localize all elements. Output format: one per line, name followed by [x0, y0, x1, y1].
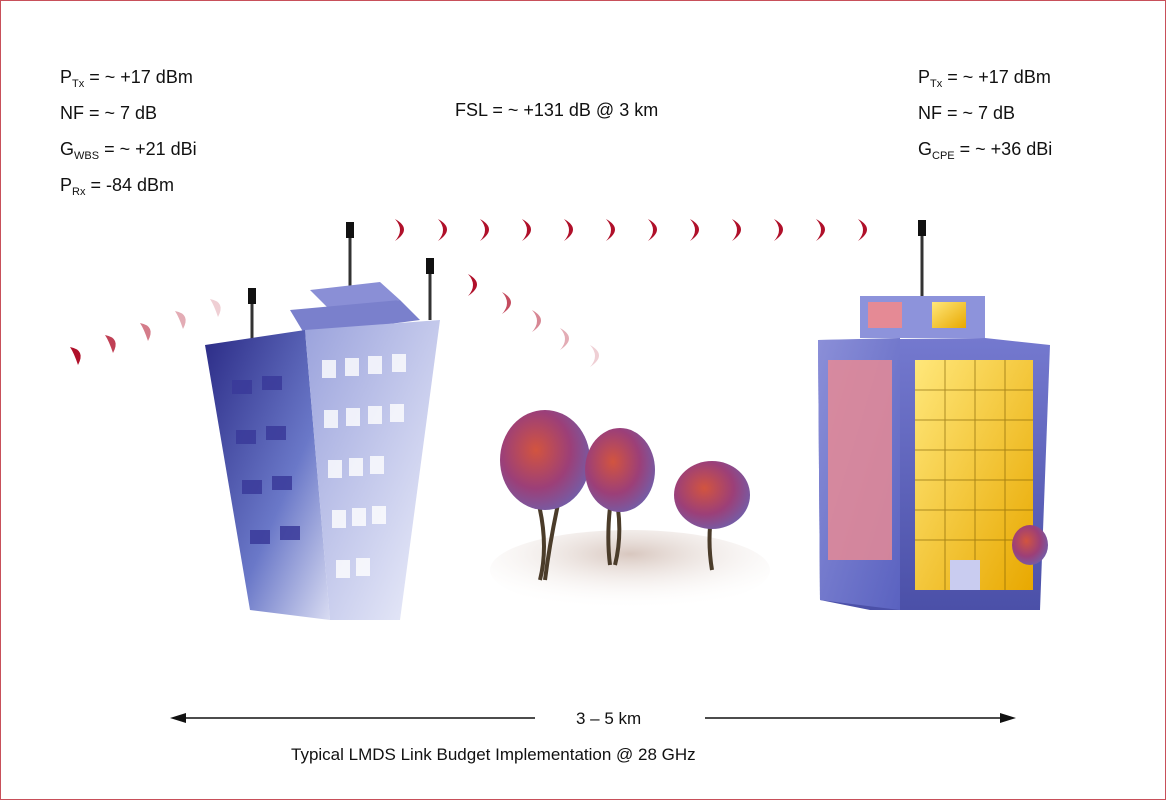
- left-nf: NF = ~ 7 dB: [60, 103, 158, 123]
- distance-arrow: [170, 713, 1016, 723]
- cpe-parameters: PTx = ~ +17 dBm NF = ~ 7 dB GCPE = ~ +36…: [918, 66, 1052, 174]
- left-gain: GWBS = ~ +21 dBi: [60, 139, 197, 162]
- left-ptx: PTx = ~ +17 dBm: [60, 67, 193, 90]
- customer-premises-building: [818, 220, 1050, 610]
- figure-caption: Typical LMDS Link Budget Implementation …: [291, 745, 696, 764]
- right-ptx: PTx = ~ +17 dBm: [918, 67, 1051, 90]
- tree-icon: [674, 461, 750, 529]
- left-prx: PRx = -84 dBm: [60, 175, 175, 198]
- arrow-left-icon: [170, 713, 186, 723]
- right-gain: GCPE = ~ +36 dBi: [918, 139, 1053, 162]
- distance-label: 3 – 5 km: [576, 709, 642, 728]
- base-station-building: [205, 222, 440, 620]
- tree-icon: [500, 410, 590, 510]
- arrow-right-icon: [1000, 713, 1016, 723]
- antenna-icon: [248, 288, 256, 304]
- right-nf: NF = ~ 7 dB: [918, 103, 1016, 123]
- base-station-parameters: PTx = ~ +17 dBm NF = ~ 7 dB GWBS = ~ +21…: [60, 66, 197, 210]
- tree-icon: [585, 428, 655, 512]
- antenna-icon: [346, 222, 354, 238]
- antenna-icon: [426, 258, 434, 274]
- trees: [490, 410, 770, 610]
- antenna-icon: [918, 220, 926, 236]
- free-space-loss-label: FSL = ~ +131 dB @ 3 km: [455, 100, 659, 120]
- radio-waves: [70, 219, 867, 367]
